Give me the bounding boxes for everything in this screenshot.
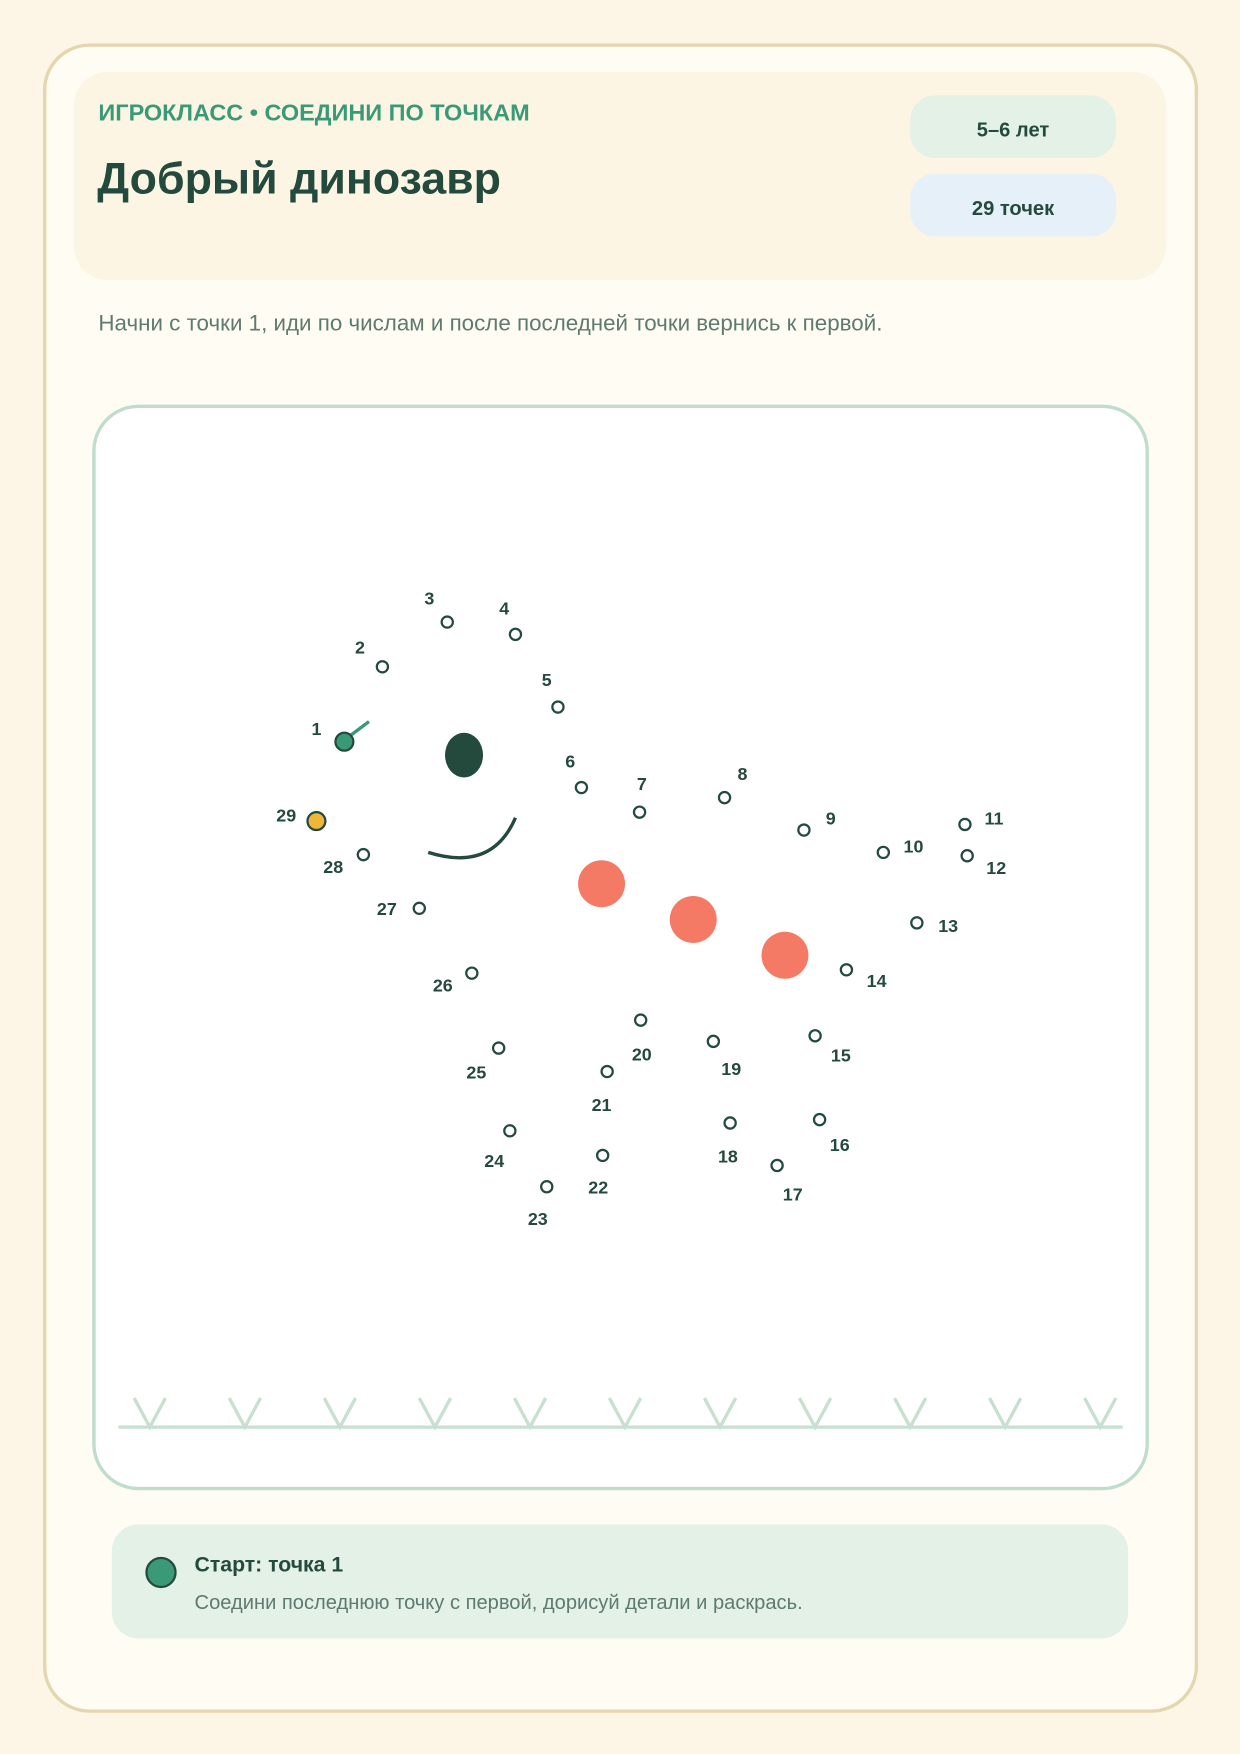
drawing-area bbox=[92, 404, 1149, 1491]
dot-label: 9 bbox=[826, 809, 836, 829]
smile bbox=[427, 817, 517, 860]
dot bbox=[412, 901, 427, 916]
footer-box bbox=[111, 1524, 1129, 1639]
dot-label: 4 bbox=[499, 598, 509, 618]
dot-label: 18 bbox=[718, 1146, 738, 1166]
dot-label: 7 bbox=[637, 774, 647, 794]
dot-label: 23 bbox=[528, 1209, 548, 1229]
grass bbox=[118, 1397, 1123, 1431]
dot-label: 20 bbox=[632, 1045, 652, 1065]
badge-text: 5–6 лет bbox=[977, 120, 1050, 142]
footer-title: Старт: точка 1 bbox=[195, 1552, 344, 1576]
dot-label: 24 bbox=[484, 1151, 504, 1171]
dot bbox=[600, 1064, 614, 1079]
dot bbox=[839, 963, 854, 977]
grass-tuft bbox=[893, 1397, 928, 1431]
dot bbox=[723, 1116, 737, 1130]
grass-tuft bbox=[417, 1397, 453, 1431]
dot-label: 15 bbox=[831, 1046, 851, 1066]
kicker: ИГРОКЛАСС • СОЕДИНИ ПО ТОЧКАМ bbox=[98, 100, 529, 126]
grass-tuft bbox=[702, 1397, 738, 1431]
dot bbox=[797, 823, 811, 837]
dot-label: 17 bbox=[783, 1184, 803, 1204]
dot bbox=[356, 847, 371, 862]
dot bbox=[770, 1158, 784, 1173]
dot bbox=[960, 849, 974, 863]
header-box bbox=[73, 71, 1167, 280]
dot-label: 27 bbox=[377, 899, 397, 919]
dot-label: 12 bbox=[986, 858, 1006, 878]
dot bbox=[465, 966, 479, 980]
dot bbox=[375, 660, 390, 674]
badge bbox=[910, 95, 1116, 159]
grass-tuft bbox=[132, 1397, 167, 1431]
dot bbox=[706, 1034, 721, 1049]
dot-label: 2 bbox=[355, 638, 365, 658]
grass-tuft bbox=[797, 1397, 833, 1431]
dot-label: 1 bbox=[311, 719, 321, 739]
dot bbox=[551, 700, 565, 714]
dot bbox=[595, 1148, 610, 1163]
grass-tuft bbox=[988, 1397, 1023, 1431]
dot bbox=[958, 817, 972, 832]
spot bbox=[761, 931, 809, 979]
dot-label: 21 bbox=[592, 1095, 612, 1115]
dot-label: 19 bbox=[721, 1059, 741, 1079]
grass-tuft bbox=[227, 1397, 262, 1431]
dot-label: 29 bbox=[276, 805, 296, 825]
instruction: Начни с точки 1, иди по числам и после п… bbox=[98, 311, 882, 336]
dot bbox=[910, 916, 924, 930]
spot bbox=[669, 896, 717, 943]
dot bbox=[812, 1112, 827, 1127]
grass-tuft bbox=[607, 1397, 643, 1431]
dot-label: 26 bbox=[433, 975, 453, 995]
grass-tuft bbox=[322, 1397, 358, 1431]
dot bbox=[491, 1041, 506, 1055]
badge-text: 29 точек bbox=[972, 198, 1055, 220]
dot bbox=[876, 845, 891, 860]
dot-label: 8 bbox=[737, 764, 747, 784]
dot-label: 11 bbox=[985, 809, 1004, 829]
dot-label: 10 bbox=[904, 837, 924, 857]
dot-label: 16 bbox=[830, 1135, 850, 1155]
dot-label: 13 bbox=[938, 916, 958, 936]
dot bbox=[717, 790, 732, 805]
dot-label: 28 bbox=[323, 857, 343, 877]
footer-icon bbox=[145, 1556, 177, 1589]
start-arrow bbox=[350, 720, 370, 737]
dot-label: 25 bbox=[466, 1063, 486, 1083]
dot-label: 22 bbox=[588, 1178, 608, 1198]
start-dot bbox=[334, 731, 355, 752]
footer-text: Соедини последнюю точку с первой, дорису… bbox=[195, 1592, 803, 1614]
dot-label: 6 bbox=[565, 752, 575, 772]
dot bbox=[440, 615, 454, 629]
title: Добрый динозавр bbox=[97, 154, 501, 203]
badge bbox=[910, 173, 1116, 237]
dot-label: 14 bbox=[867, 971, 887, 991]
dot-label: 5 bbox=[542, 670, 552, 690]
dot bbox=[508, 627, 523, 642]
dot bbox=[574, 780, 589, 795]
dot bbox=[540, 1180, 554, 1194]
dot bbox=[503, 1124, 517, 1138]
grass-tuft bbox=[512, 1397, 548, 1431]
grass-tuft bbox=[1083, 1397, 1118, 1431]
dot bbox=[633, 1013, 648, 1027]
dot bbox=[808, 1029, 822, 1043]
dot-label: 3 bbox=[424, 588, 434, 608]
dot bbox=[632, 805, 647, 819]
dots: 1234567891011121314151617181920212223242… bbox=[276, 588, 1006, 1229]
spot bbox=[578, 860, 626, 908]
eye bbox=[445, 732, 484, 778]
last-dot bbox=[306, 811, 327, 832]
